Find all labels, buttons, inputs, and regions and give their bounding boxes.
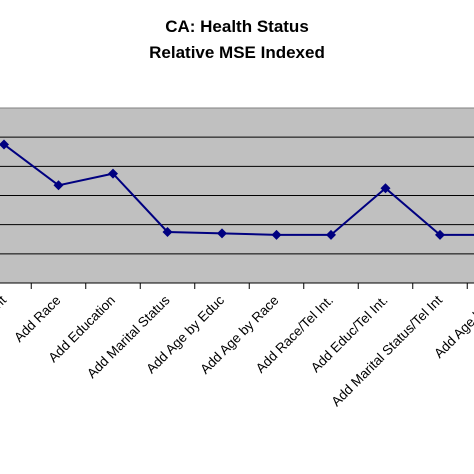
x-axis [0,282,474,289]
data-point-marker [435,229,445,240]
data-point-marker [217,228,227,239]
x-tick-label: al Weight [0,292,9,342]
data-point-marker [108,168,118,179]
chart-subtitle: Relative MSE Indexed [149,43,325,62]
series-line [3,143,474,236]
x-tick-label: Add Race [11,293,64,346]
x-tick-label: Add Marital Status/Tel Int [328,292,445,409]
data-point-marker [271,229,282,240]
data-point-marker [380,183,391,194]
data-point-marker [0,139,9,150]
data-point-marker [162,226,173,237]
data-point-marker [53,180,64,191]
chart-title: CA: Health Status [165,17,309,36]
series-line-group [0,139,474,240]
data-point-marker [326,229,336,240]
